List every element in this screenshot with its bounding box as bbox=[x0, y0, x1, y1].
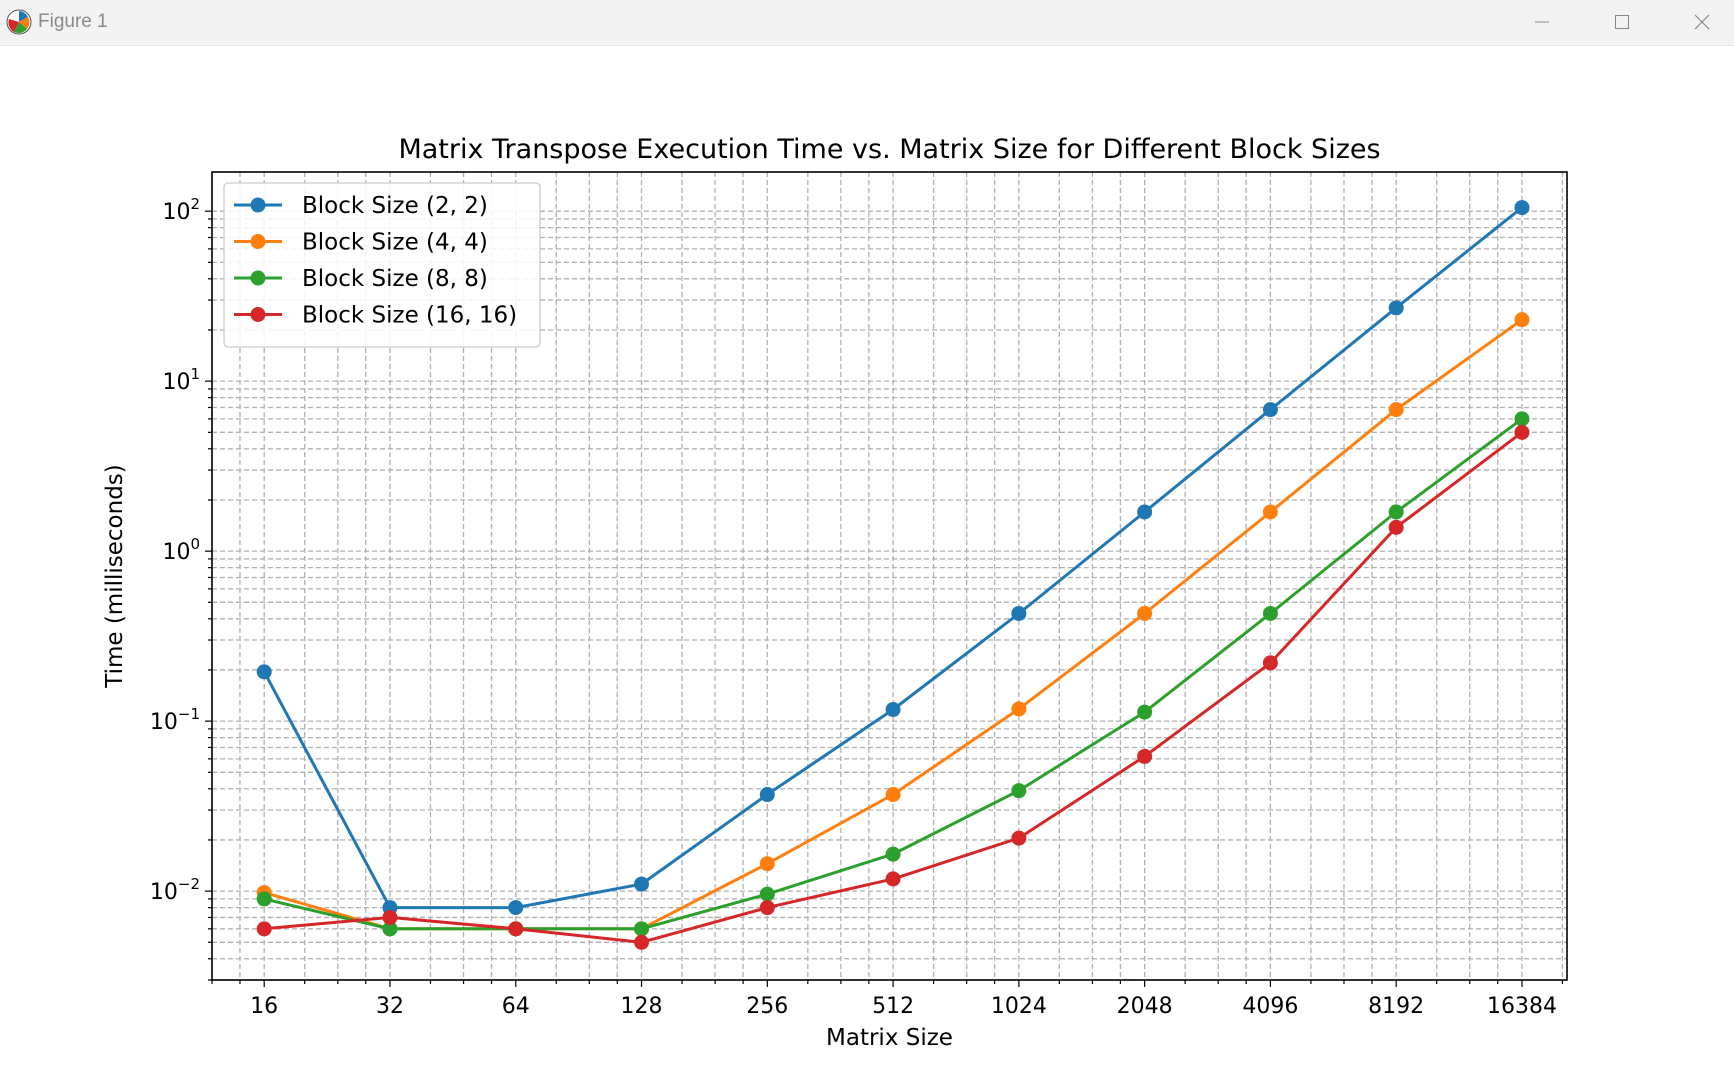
legend-label: Block Size (16, 16) bbox=[302, 303, 517, 329]
ticks: 16 32 64 128 256 512 1024 2048 4096 8192 16384 10−2… bbox=[150, 195, 1564, 1019]
legend-marker bbox=[250, 234, 266, 249]
y-tick-label: 102 bbox=[162, 195, 200, 225]
legend-marker bbox=[250, 307, 266, 322]
data-point bbox=[634, 921, 650, 937]
series-1 bbox=[256, 200, 1530, 916]
data-point bbox=[1137, 504, 1153, 520]
data-point bbox=[1011, 701, 1027, 717]
legend-item: Block Size (16, 16) bbox=[234, 303, 517, 329]
data-point bbox=[508, 921, 524, 937]
minimize-button[interactable] bbox=[1502, 0, 1582, 45]
line-chart: 16 32 64 128 256 512 1024 2048 4096 8192 16384 10−2… bbox=[102, 134, 1568, 1051]
data-point bbox=[1514, 312, 1530, 328]
data-point bbox=[1137, 704, 1153, 720]
legend-box bbox=[223, 182, 541, 348]
data-point bbox=[759, 886, 775, 902]
legend-label: Block Size (8, 8) bbox=[302, 266, 488, 292]
x-tick-label: 32 bbox=[376, 994, 404, 1019]
x-tick-label: 2048 bbox=[1117, 994, 1173, 1019]
data-point bbox=[885, 702, 901, 718]
x-tick-label: 16 bbox=[250, 994, 278, 1019]
data-point bbox=[1388, 504, 1404, 520]
data-point bbox=[382, 909, 398, 925]
data-point bbox=[634, 934, 650, 950]
axes-frame bbox=[211, 171, 1568, 981]
y-axis-label: Time (milliseconds) bbox=[102, 464, 128, 689]
legend-item: Block Size (8, 8) bbox=[234, 266, 488, 292]
data-point bbox=[1514, 424, 1530, 440]
data-point bbox=[759, 787, 775, 803]
data-point bbox=[256, 664, 272, 680]
data-point bbox=[1137, 748, 1153, 764]
y-tick-label: 100 bbox=[162, 535, 200, 565]
grid bbox=[211, 172, 1567, 981]
legend-marker bbox=[250, 197, 266, 213]
data-point bbox=[1388, 402, 1404, 418]
minimize-icon bbox=[1535, 21, 1549, 23]
data-point bbox=[1137, 605, 1153, 621]
x-tick-label: 128 bbox=[621, 994, 663, 1019]
legend-label: Block Size (4, 4) bbox=[302, 230, 488, 256]
x-tick-label: 512 bbox=[872, 994, 914, 1019]
series-layer bbox=[256, 200, 1530, 950]
series-4 bbox=[256, 424, 1530, 950]
close-icon bbox=[1694, 14, 1710, 30]
data-point bbox=[1388, 519, 1404, 535]
matplotlib-logo-icon bbox=[6, 9, 32, 35]
maximize-icon bbox=[1615, 15, 1629, 29]
x-tick-label: 16384 bbox=[1487, 994, 1557, 1019]
window-title: Figure 1 bbox=[38, 11, 108, 32]
data-point bbox=[1262, 605, 1278, 621]
data-point bbox=[1262, 504, 1278, 520]
y-tick-label: 101 bbox=[162, 365, 200, 395]
data-point bbox=[508, 900, 524, 916]
data-point bbox=[1011, 783, 1027, 799]
y-tick-label: 10−1 bbox=[150, 705, 200, 735]
legend: Block Size (2, 2) Block Size (4, 4) Block … bbox=[223, 182, 541, 348]
data-point bbox=[256, 921, 272, 937]
legend-marker bbox=[250, 270, 266, 286]
close-button[interactable] bbox=[1662, 0, 1734, 45]
x-tick-label: 1024 bbox=[991, 994, 1047, 1019]
x-tick-label: 8192 bbox=[1368, 994, 1424, 1019]
data-point bbox=[759, 900, 775, 916]
data-point bbox=[1262, 402, 1278, 418]
x-tick-label: 64 bbox=[502, 994, 530, 1019]
data-point bbox=[885, 871, 901, 887]
maximize-button[interactable] bbox=[1582, 0, 1662, 45]
legend-label: Block Size (2, 2) bbox=[302, 193, 488, 219]
chart-title: Matrix Transpose Execution Time vs. Matr… bbox=[398, 134, 1380, 165]
figure-canvas: 16 32 64 128 256 512 1024 2048 4096 8192 16384 10−2… bbox=[0, 46, 1734, 1079]
x-axis-label: Matrix Size bbox=[826, 1025, 953, 1051]
data-point bbox=[885, 846, 901, 862]
series-3 bbox=[256, 411, 1530, 937]
data-point bbox=[1011, 830, 1027, 846]
data-point bbox=[1514, 200, 1530, 216]
legend-item: Block Size (2, 2) bbox=[234, 193, 488, 219]
data-point bbox=[1262, 655, 1278, 671]
data-point bbox=[1514, 411, 1530, 427]
data-point bbox=[634, 876, 650, 892]
data-point bbox=[1388, 300, 1404, 316]
data-point bbox=[885, 787, 901, 803]
data-point bbox=[382, 921, 398, 937]
y-tick-label: 10−2 bbox=[150, 875, 200, 905]
title-bar: Figure 1 bbox=[0, 0, 1734, 46]
data-point bbox=[256, 891, 272, 907]
legend-item: Block Size (4, 4) bbox=[234, 230, 488, 256]
data-point bbox=[1011, 605, 1027, 621]
x-tick-label: 256 bbox=[746, 994, 788, 1019]
data-point bbox=[759, 856, 775, 872]
x-tick-label: 4096 bbox=[1242, 994, 1298, 1019]
